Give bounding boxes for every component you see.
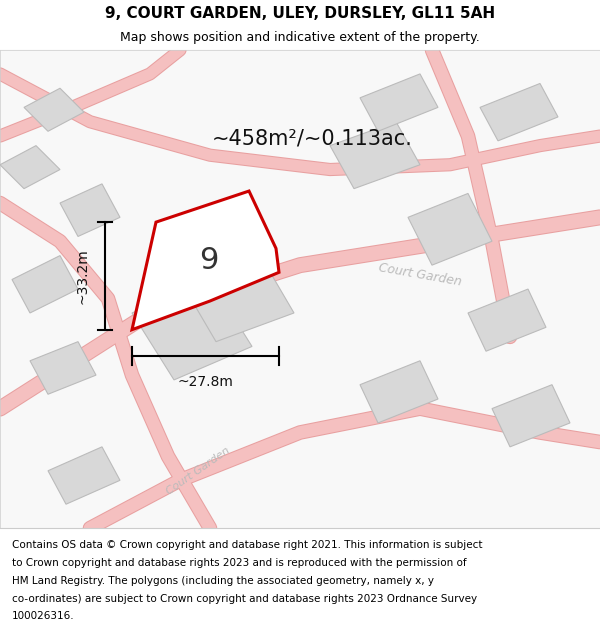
Polygon shape: [360, 361, 438, 423]
Text: Contains OS data © Crown copyright and database right 2021. This information is : Contains OS data © Crown copyright and d…: [12, 540, 482, 550]
Polygon shape: [30, 342, 96, 394]
Text: ~33.2m: ~33.2m: [76, 248, 90, 304]
Polygon shape: [48, 447, 120, 504]
Text: to Crown copyright and database rights 2023 and is reproduced with the permissio: to Crown copyright and database rights 2…: [12, 558, 467, 568]
Text: Court Garden: Court Garden: [377, 261, 463, 288]
Text: 9, COURT GARDEN, ULEY, DURSLEY, GL11 5AH: 9, COURT GARDEN, ULEY, DURSLEY, GL11 5AH: [105, 6, 495, 21]
Polygon shape: [408, 194, 492, 265]
Polygon shape: [468, 289, 546, 351]
Polygon shape: [132, 191, 279, 330]
Polygon shape: [492, 384, 570, 447]
Text: 100026316.: 100026316.: [12, 611, 74, 621]
Polygon shape: [330, 122, 420, 189]
Polygon shape: [480, 84, 558, 141]
Polygon shape: [0, 146, 60, 189]
Text: Map shows position and indicative extent of the property.: Map shows position and indicative extent…: [120, 31, 480, 44]
Text: 9: 9: [199, 246, 218, 275]
Polygon shape: [24, 88, 84, 131]
Polygon shape: [12, 256, 78, 313]
Polygon shape: [174, 241, 294, 342]
Text: Court Garden: Court Garden: [164, 445, 232, 496]
Polygon shape: [132, 279, 252, 380]
Text: ~458m²/~0.113ac.: ~458m²/~0.113ac.: [212, 129, 412, 149]
Polygon shape: [60, 184, 120, 236]
Polygon shape: [360, 74, 438, 131]
Text: ~27.8m: ~27.8m: [178, 375, 233, 389]
Text: HM Land Registry. The polygons (including the associated geometry, namely x, y: HM Land Registry. The polygons (includin…: [12, 576, 434, 586]
Text: co-ordinates) are subject to Crown copyright and database rights 2023 Ordnance S: co-ordinates) are subject to Crown copyr…: [12, 594, 477, 604]
